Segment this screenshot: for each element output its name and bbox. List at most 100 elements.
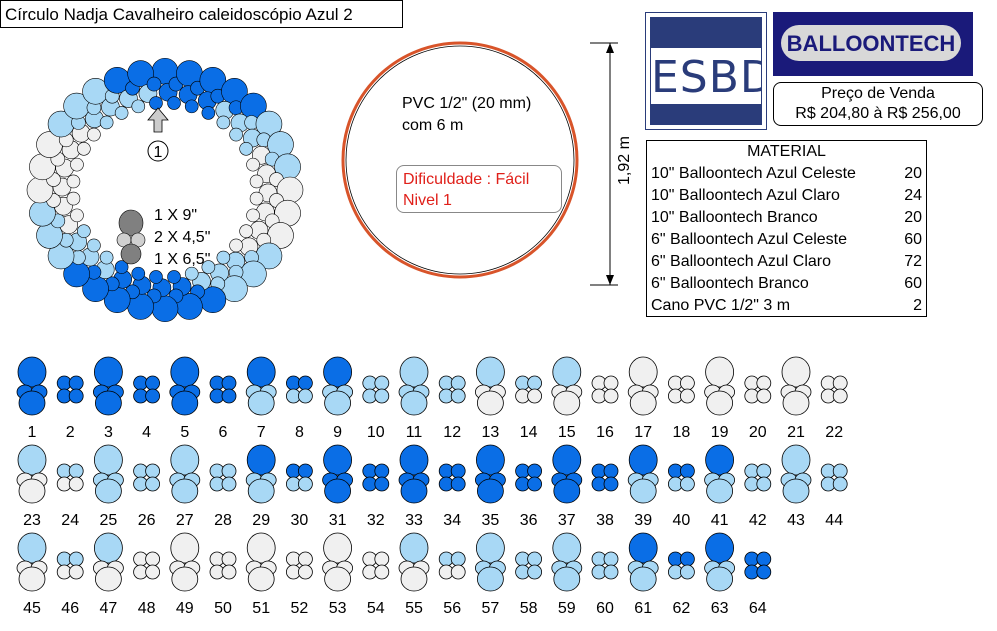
- cluster-number: 32: [367, 512, 385, 529]
- cluster-balloon-top: [705, 356, 734, 388]
- cluster-balloon-bottom: [18, 390, 46, 416]
- cluster-number: 2: [66, 424, 75, 441]
- cluster-balloon-small: [527, 564, 542, 580]
- cluster-balloon-small: [756, 463, 772, 479]
- cluster-9: 9: [322, 356, 354, 441]
- cluster-balloon-small: [603, 375, 619, 391]
- cluster-balloon-bottom: [782, 390, 810, 416]
- cluster-number: 37: [558, 512, 576, 529]
- cluster-balloon-small: [832, 463, 848, 479]
- cluster-balloon-small: [68, 388, 84, 404]
- cluster-number: 4: [142, 424, 151, 441]
- material-row: 10" Balloontech Branco 20: [647, 207, 926, 229]
- price-label: Preço de Venda: [821, 85, 935, 102]
- cluster-balloon-small: [374, 463, 390, 479]
- cluster-2: 2: [56, 375, 84, 441]
- cluster-balloon-bottom: [324, 478, 352, 504]
- ring-balloon-small: [167, 96, 181, 110]
- cluster-number: 18: [673, 424, 691, 441]
- cluster-45: 45: [16, 532, 48, 617]
- cluster-28: 28: [209, 463, 237, 529]
- balloontech-logo: BALLOONTECH: [773, 12, 973, 76]
- cluster-balloon-bottom: [247, 390, 275, 416]
- cluster-balloon-small: [450, 388, 466, 404]
- cluster-number: 27: [176, 512, 194, 529]
- cluster-38: 38: [591, 463, 619, 529]
- cluster-balloon-small: [756, 476, 772, 492]
- cluster-42: 42: [744, 463, 772, 529]
- material-name: 10" Balloontech Azul Claro: [651, 187, 840, 204]
- ring-balloon-large: [127, 60, 154, 87]
- cluster-balloon-top: [17, 444, 47, 476]
- ring-balloon-small: [146, 76, 162, 92]
- cluster-balloon-small: [221, 551, 237, 567]
- ring-balloon-small: [66, 191, 81, 206]
- cluster-balloon-small: [374, 375, 390, 391]
- cluster-number: 10: [367, 424, 385, 441]
- legend-line: 1 X 9": [154, 207, 197, 224]
- cluster-24: 24: [56, 463, 84, 529]
- start-marker-label: 1: [154, 144, 163, 161]
- cluster-62: 62: [668, 551, 695, 617]
- cluster-balloon-bottom: [18, 478, 46, 504]
- cluster-balloon-bottom: [476, 566, 504, 592]
- cluster-number: 41: [711, 512, 729, 529]
- cluster-16: 16: [591, 375, 619, 441]
- legend-line: 2 X 4,5": [154, 229, 210, 246]
- cluster-balloon-top: [170, 532, 200, 564]
- cluster-number: 62: [673, 600, 691, 617]
- cluster-balloon-bottom: [324, 390, 352, 416]
- ring-balloon-small: [70, 208, 84, 223]
- material-qty: 20: [904, 209, 922, 226]
- ring-balloon-small: [87, 127, 101, 142]
- ring-balloon-small: [229, 238, 243, 253]
- cluster-balloon-top: [17, 532, 47, 564]
- cluster-number: 31: [329, 512, 347, 529]
- cluster-balloon-top: [475, 532, 505, 564]
- cluster-number: 39: [634, 512, 652, 529]
- cluster-balloon-top: [399, 532, 429, 564]
- cluster-balloon-small: [527, 476, 542, 492]
- ring-balloon-small: [114, 106, 129, 120]
- ring-balloon-small: [167, 270, 181, 284]
- ring-balloon-small: [216, 250, 231, 265]
- cluster-balloon-small: [450, 564, 466, 580]
- material-name: 6" Balloontech Branco: [651, 275, 809, 292]
- cluster-3: 3: [93, 356, 124, 441]
- material-qty: 20: [904, 165, 922, 182]
- ring-balloon-small: [87, 238, 101, 253]
- cluster-balloon-small: [450, 463, 466, 479]
- cluster-number: 12: [443, 424, 461, 441]
- cluster-balloon-bottom: [629, 390, 657, 416]
- cluster-balloon-bottom: [18, 566, 46, 592]
- cluster-balloon-top: [323, 356, 353, 388]
- cluster-number: 25: [100, 512, 118, 529]
- cluster-balloon-small: [756, 375, 772, 391]
- cluster-number: 17: [634, 424, 652, 441]
- cluster-balloon-small: [527, 388, 542, 404]
- cluster-number: 55: [405, 600, 423, 617]
- material-name: 6" Balloontech Azul Celeste: [651, 231, 848, 248]
- esbd-logo-text: ESBD: [651, 52, 761, 103]
- price-value: R$ 204,80 à R$ 256,00: [795, 105, 961, 122]
- cluster-balloon-top: [628, 532, 658, 564]
- start-marker: [147, 140, 169, 162]
- cluster-number: 61: [634, 600, 652, 617]
- legend-balloon-9: [118, 209, 144, 237]
- cluster-balloon-top: [246, 532, 276, 564]
- cluster-number: 50: [214, 600, 232, 617]
- cluster-number: 14: [520, 424, 538, 441]
- cluster-number: 59: [558, 600, 576, 617]
- cluster-63: 63: [704, 532, 735, 617]
- cluster-number: 43: [787, 512, 805, 529]
- material-name: 6" Balloontech Azul Claro: [651, 253, 832, 270]
- cluster-balloon-bottom: [476, 390, 504, 416]
- cluster-4: 4: [133, 375, 161, 441]
- difficulty-nivel: Nivel 1: [403, 192, 452, 209]
- cluster-balloon-bottom: [706, 390, 733, 416]
- cluster-58: 58: [515, 551, 542, 617]
- cluster-47: 47: [93, 532, 124, 617]
- cluster-36: 36: [515, 463, 542, 529]
- ring-balloon-small: [131, 99, 146, 114]
- material-qty: 72: [904, 253, 922, 270]
